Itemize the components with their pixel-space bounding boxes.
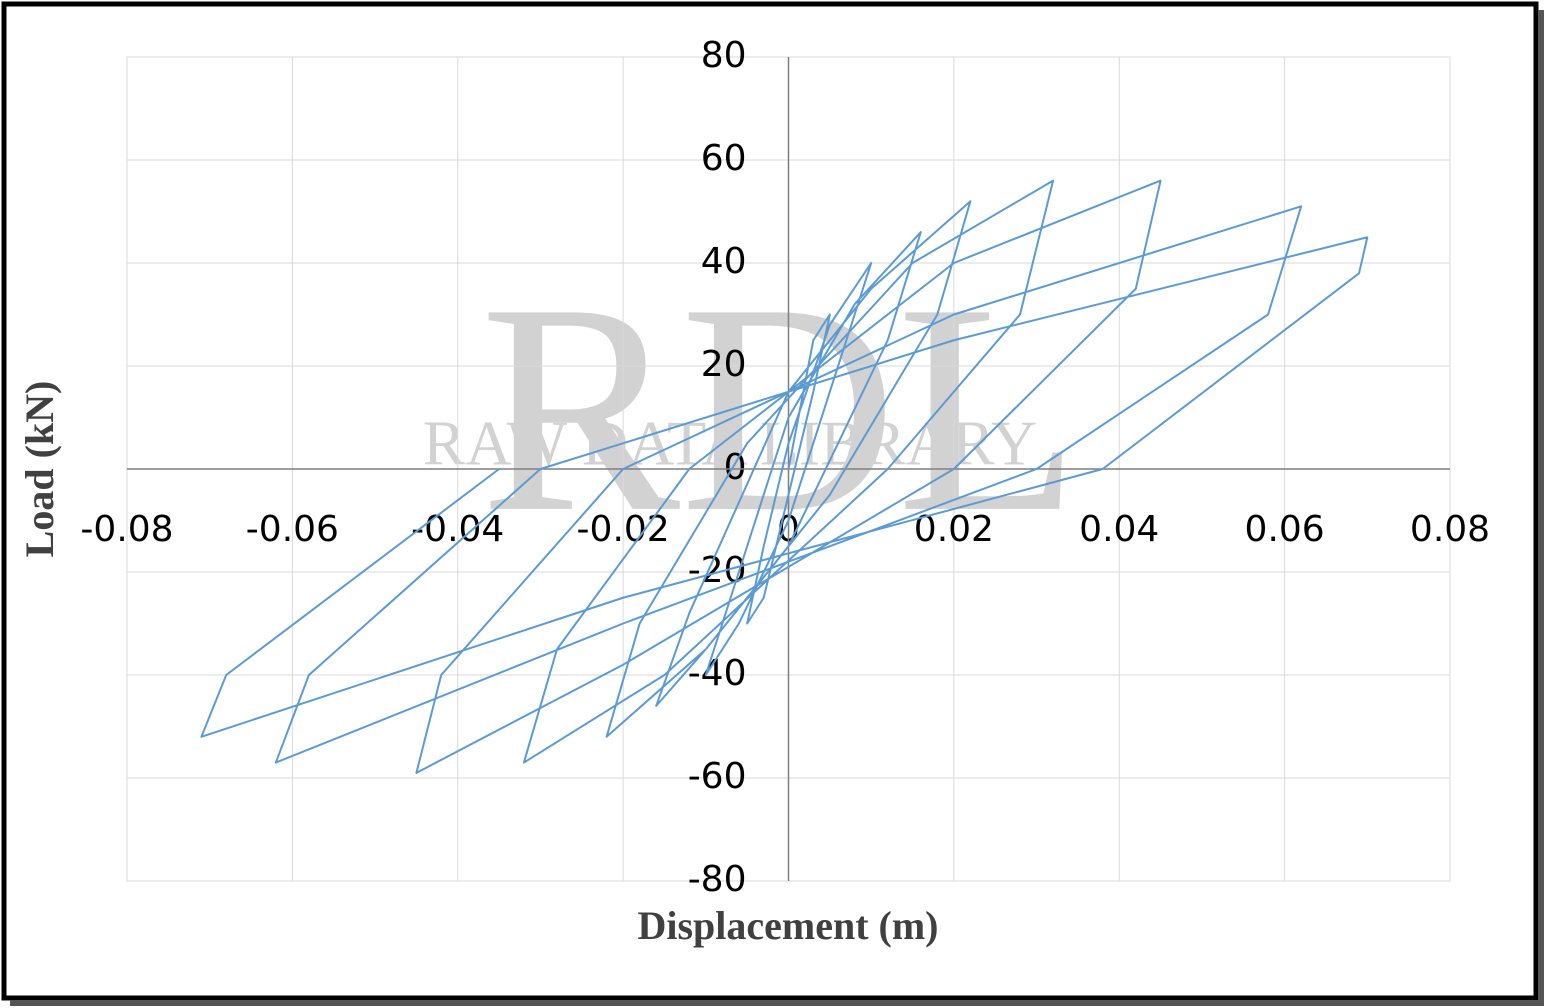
plot-area: -0.08 -0.06 -0.04 -0.02 0 0.02 0.04 0.06 0.08-80… [80,35,1490,900]
y-axis-title: Load (kN) [17,381,62,558]
frame-shadow [10,1000,1544,1006]
y-tick-label: 60 [701,138,747,179]
x-tick-label: -0.06 [246,509,339,550]
x-tick-label: 0.08 [1410,509,1490,550]
data-line [200,179,1369,774]
x-tick-label: 0.04 [1079,509,1159,550]
y-tick-label: -60 [688,756,747,797]
frame-shadow [1538,10,1544,1004]
x-tick-label: 0.02 [914,509,994,550]
y-tick-label: -80 [688,859,747,900]
y-tick-label: -20 [688,550,747,591]
x-tick-label: 0.06 [1245,509,1325,550]
y-tick-label: 20 [701,344,747,385]
y-tick-label: 80 [701,35,747,76]
y-tick-label: 0 [724,447,747,488]
x-axis-title: Displacement (m) [637,903,938,948]
x-tick-label: -0.08 [80,509,173,550]
y-tick-label: 40 [701,241,747,282]
